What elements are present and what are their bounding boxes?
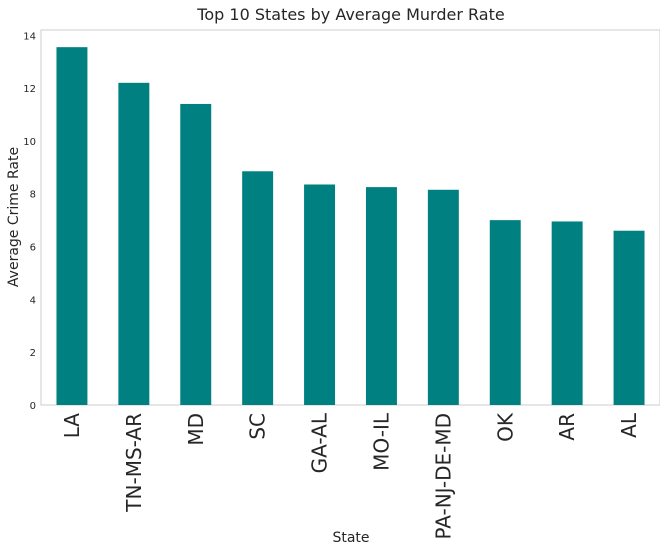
x-tick-label: SC bbox=[246, 413, 270, 440]
x-axis-label: State bbox=[332, 530, 369, 546]
bar-md bbox=[180, 103, 212, 405]
y-tick-label: 8 bbox=[30, 190, 36, 201]
x-tick-label: MO-IL bbox=[369, 412, 393, 471]
y-tick-label: 0 bbox=[30, 401, 36, 412]
y-tick-label: 6 bbox=[30, 243, 36, 254]
x-tick-label: AL bbox=[617, 412, 641, 438]
bar-al bbox=[613, 230, 645, 405]
x-tick-label: LA bbox=[60, 413, 84, 439]
y-tick-label: 4 bbox=[30, 295, 36, 306]
x-tick-label: AR bbox=[555, 413, 579, 441]
y-axis-ticks: 0 2 4 6 8 10 12 14 bbox=[23, 31, 36, 412]
bar-ok bbox=[489, 220, 521, 405]
bar-ga-al bbox=[304, 184, 336, 405]
x-axis-ticks: LA TN-MS-AR MD SC GA-AL MO-IL PA-NJ-DE-MD OK AR A… bbox=[60, 412, 641, 539]
y-tick-label: 14 bbox=[23, 31, 36, 42]
x-tick-label: PA-NJ-DE-MD bbox=[431, 413, 455, 540]
y-tick-label: 10 bbox=[23, 137, 36, 148]
bar-sc bbox=[242, 171, 274, 405]
plot-frame bbox=[40, 29, 660, 406]
bars bbox=[56, 47, 645, 406]
bar-la bbox=[56, 47, 88, 405]
x-tick-label: OK bbox=[493, 412, 517, 442]
bar-pa-nj-de-md bbox=[427, 189, 459, 405]
x-tick-label: TN-MS-AR bbox=[122, 413, 146, 513]
chart-title: Top 10 States by Average Murder Rate bbox=[196, 5, 504, 24]
bar-tn-ms-ar bbox=[118, 82, 150, 406]
y-tick-label: 12 bbox=[23, 84, 36, 95]
y-tick-label: 2 bbox=[30, 348, 36, 359]
y-axis-label: Average Crime Rate bbox=[6, 147, 22, 287]
x-tick-label: GA-AL bbox=[308, 412, 332, 473]
bar-ar bbox=[551, 221, 583, 405]
x-tick-label: MD bbox=[184, 413, 208, 446]
bar-mo-il bbox=[365, 187, 397, 405]
